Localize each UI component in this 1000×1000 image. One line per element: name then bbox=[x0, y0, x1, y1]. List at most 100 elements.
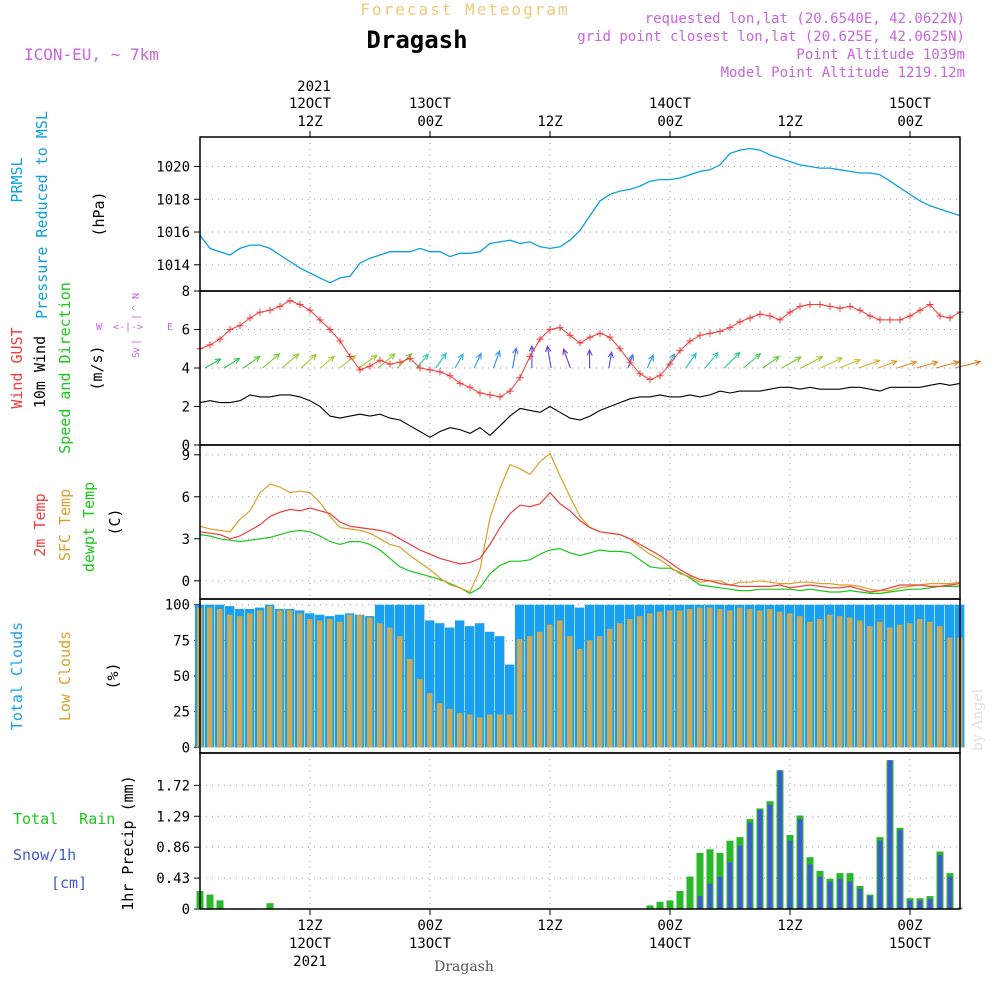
snow-bar bbox=[707, 883, 713, 909]
wind-gust-point bbox=[326, 326, 334, 333]
wind-arrow-head bbox=[931, 360, 939, 367]
temp-dewpt-label: dewpt Temp bbox=[80, 482, 98, 572]
wind-gust-point bbox=[296, 300, 304, 308]
wind-gust-point bbox=[746, 314, 754, 322]
wind-gust-point bbox=[466, 383, 474, 391]
wind-gust-point bbox=[566, 331, 574, 339]
wind-ytick-label: 2 bbox=[182, 400, 190, 416]
wind-gust-point bbox=[906, 312, 914, 320]
bottom-year-label: 2021 bbox=[293, 954, 327, 970]
wind-gust-point bbox=[506, 387, 514, 395]
cloud-low-bar bbox=[377, 623, 383, 748]
wind-arrow-head bbox=[910, 360, 918, 367]
wind-speed-series bbox=[199, 382, 961, 438]
wind-gust-point bbox=[916, 306, 924, 314]
cloud-low-bar bbox=[217, 609, 223, 748]
wind-arrow-head bbox=[457, 353, 464, 361]
wind-arrow-head bbox=[974, 359, 982, 366]
cloud-total-bar bbox=[425, 620, 435, 748]
wind-arrow-head bbox=[873, 359, 881, 366]
cloud-low-bar bbox=[547, 624, 553, 748]
wind-arrow bbox=[563, 349, 571, 369]
bottom-hour-label: 00Z bbox=[417, 918, 442, 934]
snow-bar bbox=[817, 876, 823, 909]
wind-gust-point bbox=[416, 364, 424, 372]
clouds-ytick-label: 50 bbox=[173, 669, 190, 685]
snow-bar bbox=[877, 840, 883, 909]
temp-ytick-label: 9 bbox=[182, 448, 190, 464]
cloud-low-bar bbox=[467, 714, 473, 748]
wind-gust-point bbox=[856, 306, 864, 314]
wind-arrow-head bbox=[836, 357, 844, 363]
wind-arrow bbox=[320, 356, 335, 369]
cloud-total-bar bbox=[505, 664, 515, 748]
wind-arrow-head bbox=[648, 354, 654, 362]
wind-gust-point bbox=[596, 329, 604, 337]
model-altitude: Model Point Altitude 1219.12m bbox=[721, 65, 965, 81]
bottom-hour-label: 00Z bbox=[657, 918, 682, 934]
precip-ytick-label: 0.86 bbox=[156, 840, 190, 856]
bottom-hour-label: 12Z bbox=[777, 918, 802, 934]
cloud-low-bar bbox=[777, 611, 783, 748]
cloud-total-bar bbox=[455, 620, 465, 748]
wind-arrow bbox=[377, 353, 396, 369]
bottom-date-label: 14OCT bbox=[649, 936, 692, 952]
bottom-date-label: 15OCT bbox=[889, 936, 932, 952]
wind-gust-point bbox=[446, 372, 454, 380]
rain-bar bbox=[696, 852, 704, 909]
cloud-low-bar bbox=[937, 626, 943, 748]
wind-arrow-head bbox=[545, 345, 552, 353]
wind-gust-point bbox=[826, 302, 834, 310]
temp-t2m-series bbox=[199, 491, 961, 593]
clouds-panel: 0 25 50 75 100 bbox=[165, 598, 965, 756]
cloud-low-bar bbox=[227, 614, 233, 748]
pressure-label-2: Pressure Reduced to MSL bbox=[33, 111, 51, 319]
cloud-low-bar bbox=[637, 616, 643, 748]
wind-gust-point bbox=[376, 356, 384, 364]
wind-gust-point bbox=[806, 300, 814, 308]
bottom-time-labels: 12Z 12OCT 2021 00Z 13OCT 12Z 00Z 14OCT 12Z 00Z 15O… bbox=[289, 909, 932, 970]
compass-w: W bbox=[96, 322, 103, 333]
wind-gust-point bbox=[796, 302, 804, 310]
snow-bar bbox=[947, 876, 953, 909]
watermark: by Angel bbox=[970, 688, 986, 751]
cloud-low-bar bbox=[517, 638, 523, 748]
cloud-low-bar bbox=[527, 636, 533, 748]
wind-gust-point bbox=[616, 345, 624, 353]
wind-gust-point bbox=[846, 302, 854, 310]
bottom-date-label: 12OCT bbox=[289, 936, 332, 952]
wind-arrow bbox=[454, 353, 464, 369]
top-hour-label: 00Z bbox=[657, 114, 682, 130]
top-time-labels: 12OCT 12Z 13OCT 00Z 12Z 14OCT 00Z 12Z 15OCT 00Z bbox=[289, 96, 932, 137]
wind-gust-point bbox=[636, 370, 644, 378]
cloud-low-bar bbox=[897, 624, 903, 748]
wind-arrow bbox=[262, 353, 280, 369]
wind-arrow bbox=[954, 361, 981, 369]
cloud-low-bar bbox=[737, 607, 743, 748]
cloud-low-bar bbox=[907, 623, 913, 748]
compass-top-pipe: | bbox=[131, 314, 142, 320]
precip-rain-label: Total Rain bbox=[13, 810, 115, 828]
wind-compass: N ^ | W <-|-> E | v S bbox=[96, 293, 173, 358]
wind-gust-point bbox=[586, 333, 594, 341]
wind-arrow-head bbox=[233, 357, 241, 364]
wind-arrow bbox=[512, 348, 517, 369]
wind-gust-point bbox=[666, 360, 674, 368]
cloud-low-bar bbox=[357, 614, 363, 748]
snow-bar bbox=[757, 809, 763, 909]
precip-ytick-label: 0.43 bbox=[156, 871, 190, 887]
cloud-low-bar bbox=[857, 620, 863, 748]
cloud-low-bar bbox=[507, 714, 513, 748]
wind-arrow-head bbox=[952, 360, 961, 367]
precip-ytick-label: 1.72 bbox=[156, 778, 190, 794]
wind-arrow-head bbox=[475, 352, 482, 360]
wind-gust-point bbox=[256, 308, 264, 316]
precip-ytick-label: 1.29 bbox=[156, 809, 190, 825]
bottom-hour-label: 12Z bbox=[537, 918, 562, 934]
cloud-low-bar bbox=[947, 637, 953, 748]
snow-bar bbox=[777, 770, 783, 909]
compass-s: S bbox=[131, 352, 142, 358]
wind-arrow-head bbox=[273, 353, 281, 360]
rain-bar bbox=[676, 891, 684, 909]
cloud-low-bar bbox=[877, 621, 883, 748]
